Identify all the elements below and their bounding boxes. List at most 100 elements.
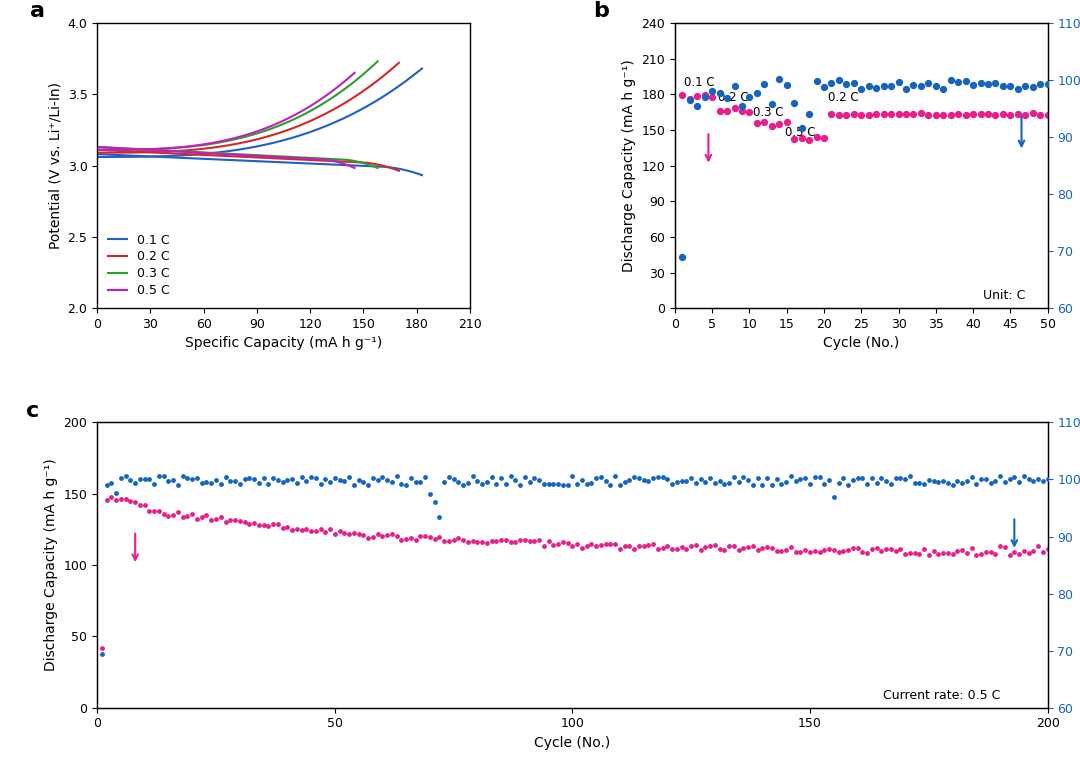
Point [654, 471, 672, 483]
0.1 C [91, 149, 104, 158]
Point [435, 535, 453, 547]
Text: 0.1 C: 0.1 C [684, 76, 715, 89]
0.3 C [258, 151, 271, 160]
Point [354, 529, 372, 541]
Point [170, 506, 187, 518]
Point [378, 473, 395, 486]
Point [207, 473, 225, 486]
Point [483, 536, 500, 548]
Point [681, 94, 699, 106]
Point [340, 471, 357, 483]
0.3 C [262, 151, 275, 161]
Point [140, 473, 158, 486]
Point [948, 475, 966, 487]
Point [235, 473, 253, 485]
Point [764, 98, 781, 110]
Point [340, 527, 357, 540]
Point [896, 548, 914, 560]
Point [706, 477, 724, 489]
Point [778, 116, 795, 129]
Point [607, 470, 624, 482]
Point [227, 514, 244, 526]
Point [164, 473, 181, 486]
Point [526, 535, 543, 547]
Point [987, 475, 1004, 487]
Text: b: b [593, 1, 609, 21]
Point [279, 474, 296, 486]
Point [750, 472, 767, 484]
Point [449, 476, 467, 489]
Point [821, 543, 838, 555]
X-axis label: Cycle (No.): Cycle (No.) [823, 336, 900, 351]
Point [949, 75, 967, 88]
Point [188, 472, 205, 484]
Point [748, 117, 766, 129]
Point [378, 529, 395, 541]
Point [654, 542, 672, 554]
Point [1039, 78, 1056, 90]
Point [554, 536, 571, 548]
Point [251, 518, 268, 530]
Point [407, 476, 424, 488]
Point [972, 548, 989, 560]
Point [750, 544, 767, 556]
Point [754, 542, 771, 554]
Point [578, 540, 595, 552]
Point [659, 473, 676, 485]
Point [431, 531, 448, 543]
Point [298, 475, 315, 487]
Point [964, 79, 982, 91]
Point [393, 478, 410, 490]
Point [787, 546, 805, 558]
Point [469, 536, 486, 548]
Point [298, 523, 315, 535]
Point [1001, 80, 1018, 92]
Point [868, 477, 886, 489]
Point [800, 134, 818, 146]
Point [578, 478, 595, 490]
Point [473, 478, 490, 490]
Point [616, 540, 633, 552]
Point [831, 109, 848, 121]
Point [673, 475, 690, 487]
Point [188, 514, 205, 526]
Point [492, 472, 510, 484]
Point [502, 470, 519, 482]
Point [645, 538, 662, 550]
Point [592, 539, 609, 551]
Point [758, 472, 775, 484]
Point [977, 473, 995, 486]
Legend: 0.1 C, 0.2 C, 0.3 C, 0.5 C: 0.1 C, 0.2 C, 0.3 C, 0.5 C [104, 229, 175, 302]
Point [838, 78, 855, 90]
Point [217, 516, 234, 528]
Point [674, 250, 691, 263]
Point [174, 511, 191, 523]
Point [692, 544, 710, 556]
Point [1024, 107, 1041, 119]
Y-axis label: Discharge Capacity (mA h g⁻¹): Discharge Capacity (mA h g⁻¹) [622, 59, 636, 272]
Point [773, 546, 791, 558]
Point [825, 490, 842, 502]
Point [838, 109, 855, 121]
Point [697, 89, 714, 101]
Point [464, 535, 482, 547]
Point [221, 514, 239, 527]
Point [744, 479, 761, 491]
Line: 0.2 C: 0.2 C [97, 150, 399, 170]
Point [741, 91, 758, 103]
Point [963, 542, 981, 554]
Point [968, 549, 985, 561]
Point [421, 488, 438, 500]
Point [441, 471, 458, 483]
Point [754, 479, 771, 491]
0.1 C [289, 158, 302, 167]
Point [920, 549, 937, 561]
Point [897, 82, 915, 94]
Point [383, 476, 401, 488]
Point [726, 80, 743, 92]
Point [711, 475, 728, 487]
Point [611, 543, 629, 555]
Point [326, 472, 343, 484]
Point [649, 543, 666, 555]
Point [559, 479, 577, 491]
